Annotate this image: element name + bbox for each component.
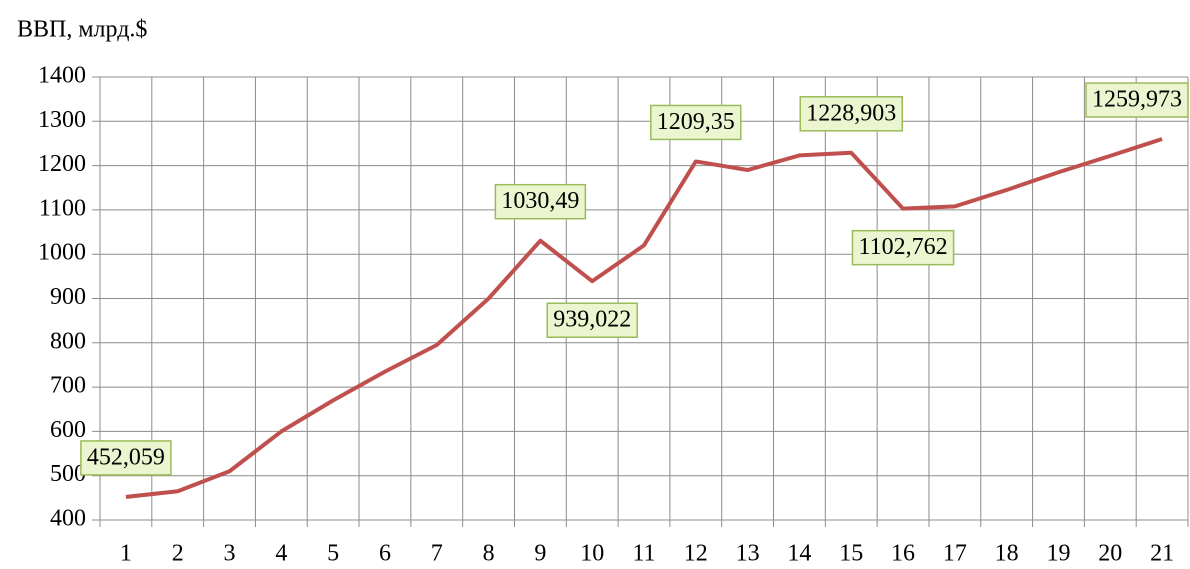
data-label-box [851, 229, 955, 266]
y-tick-label: 700 [50, 373, 86, 399]
data-label: 1228,903 [799, 96, 903, 132]
data-label-box [650, 104, 742, 141]
x-tick-label: 17 [943, 541, 967, 567]
y-tick-label: 1400 [38, 63, 86, 89]
x-tick-label: 9 [534, 541, 546, 567]
x-tick-label: 7 [431, 541, 443, 567]
x-tick-label: 6 [379, 541, 391, 567]
y-tick-label: 1000 [38, 240, 86, 266]
line [125, 137, 1163, 499]
x-tick-label: 14 [787, 541, 811, 567]
data-label-text: 1228,903 [806, 100, 896, 126]
data-label-box [80, 440, 172, 476]
x-tick-label: 1 [120, 541, 132, 567]
data-label-text: 1259,973 [1092, 87, 1182, 113]
x-tick-label: 15 [839, 541, 863, 567]
y-tick-label: 800 [50, 328, 86, 354]
data-label: 1259,973 [1085, 82, 1189, 118]
x-tick-label: 19 [1046, 541, 1070, 567]
y-tick-label: 900 [50, 284, 86, 310]
data-label-text: 1209,35 [657, 109, 735, 135]
data-label-text: 452,059 [87, 444, 165, 470]
data-label: 1209,35 [650, 104, 742, 141]
y-tick-label: 500 [50, 461, 86, 487]
x-tick-label: 2 [172, 541, 184, 567]
x-tick-label: 18 [995, 541, 1019, 567]
x-tick-label: 8 [483, 541, 495, 567]
x-tick-label: 13 [736, 541, 760, 567]
data-label: 939,022 [546, 302, 638, 338]
x-tick-label: 10 [580, 541, 604, 567]
x-tick-label: 12 [684, 541, 708, 567]
axis-title: ВВП, млрд.$ [17, 17, 147, 43]
data-label-text: 1030,49 [501, 188, 579, 214]
data-label-box [1085, 82, 1189, 118]
x-tick-label: 20 [1098, 541, 1122, 567]
y-tick-label: 1100 [39, 195, 86, 221]
y-tick-label: 600 [50, 417, 86, 443]
x-tick-label: 5 [327, 541, 339, 567]
data-label-box [546, 302, 638, 338]
x-tick-label: 16 [891, 541, 915, 567]
data-label: 1030,49 [494, 183, 587, 220]
data-label-text: 1102,762 [858, 234, 947, 260]
data-label: 452,059 [80, 440, 172, 476]
y-tick-label: 1300 [38, 107, 86, 133]
data-label-text: 939,022 [553, 307, 631, 333]
data-label-box [494, 183, 587, 220]
data-label-box [799, 96, 903, 132]
x-tick-label: 11 [632, 541, 655, 567]
x-tick-label: 3 [224, 541, 236, 567]
y-tick-label: 400 [50, 506, 86, 532]
x-tick-label: 4 [275, 541, 287, 567]
data-label: 1102,762 [851, 229, 955, 266]
y-tick-label: 1200 [38, 151, 86, 177]
x-tick-label: 21 [1150, 541, 1174, 567]
